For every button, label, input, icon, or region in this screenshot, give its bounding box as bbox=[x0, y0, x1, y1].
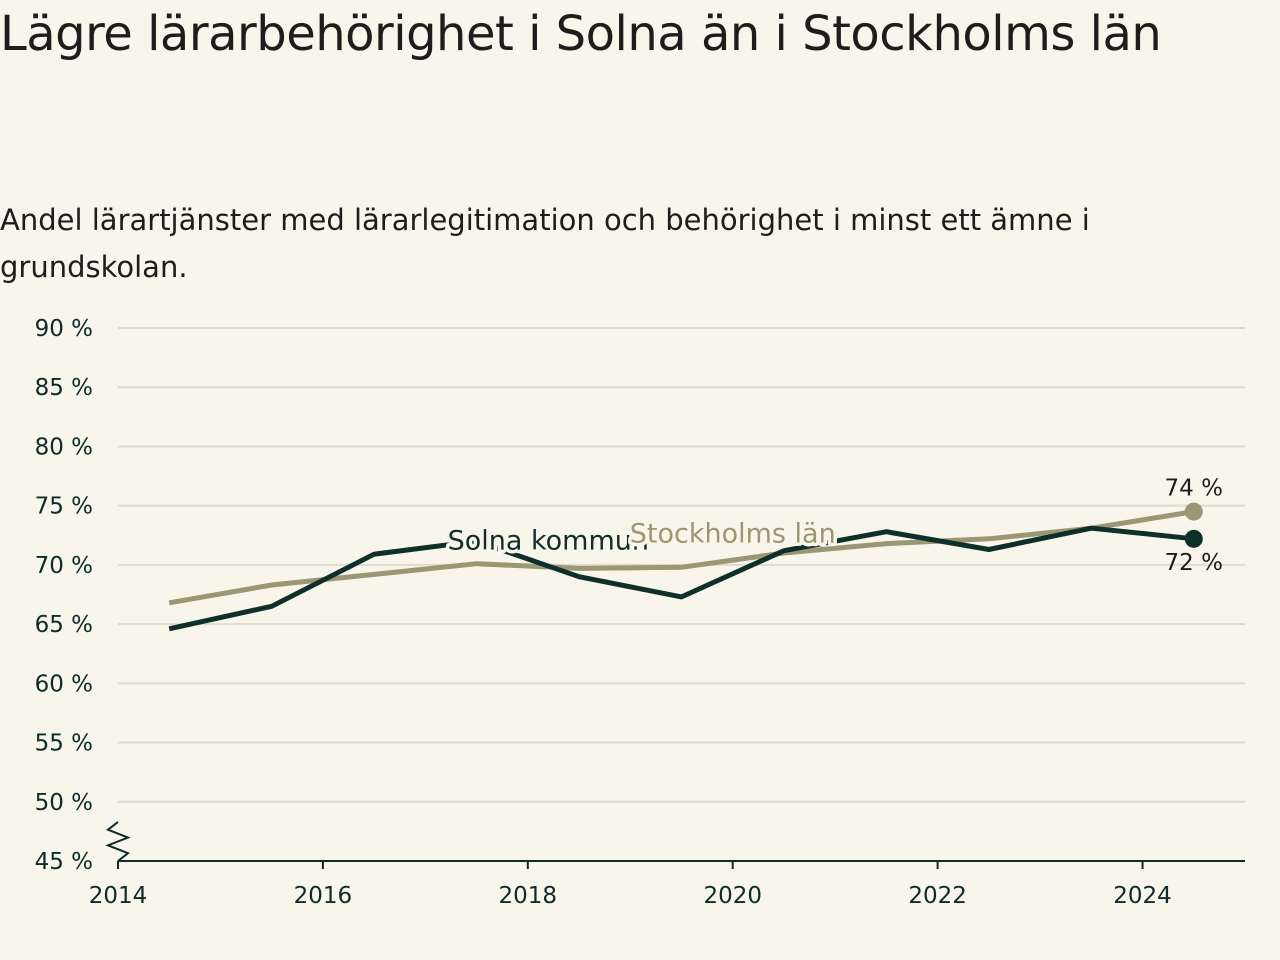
line-chart: 45 % 50 % 55 % 60 % 65 % 70 % 75 % 80 % 85 % 90 %… bbox=[35, 316, 1245, 909]
y-tick-label-65: 65 % bbox=[35, 612, 93, 638]
x-tick-label-2020: 2020 bbox=[703, 883, 762, 909]
y-tick-label-75: 75 % bbox=[35, 494, 93, 520]
x-tick-label-2018: 2018 bbox=[499, 883, 558, 909]
x-tick-label-2024: 2024 bbox=[1113, 883, 1172, 909]
y-tick-label-85: 85 % bbox=[35, 375, 93, 401]
y-tick-label-55: 55 % bbox=[35, 731, 93, 757]
axes: 45 % 50 % 55 % 60 % 65 % 70 % 75 % 80 % 85 % 90 %… bbox=[35, 316, 1245, 909]
x-tick-label-2022: 2022 bbox=[908, 883, 967, 909]
y-tick-label-50: 50 % bbox=[35, 790, 93, 816]
y-tick-label-60: 60 % bbox=[35, 671, 93, 697]
y-tick-label-80: 80 % bbox=[35, 434, 93, 460]
series-end-point-stockholms-l-n bbox=[1184, 502, 1203, 521]
chart-title: Lägre lärarbehörighet i Solna än i Stock… bbox=[0, 6, 1162, 62]
series-label-stockholms-l-n: Stockholms län bbox=[630, 518, 836, 549]
series-lines: 74 % 72 % bbox=[168, 476, 1223, 632]
chart-subtitle: Andel lärartjänster med lärarlegitimatio… bbox=[0, 203, 1090, 284]
x-tick-label-2016: 2016 bbox=[294, 883, 353, 909]
y-tick-label-70: 70 % bbox=[35, 553, 93, 579]
series-label-solna-kommun: Solna kommun bbox=[448, 525, 649, 556]
y-axis-break-icon bbox=[105, 821, 131, 862]
x-tick-label-2014: 2014 bbox=[89, 883, 148, 909]
series-line-solna-kommun bbox=[168, 525, 1195, 632]
series-end-label-stockholms-l-n: 74 % bbox=[1165, 476, 1223, 502]
series-line-stockholms-l-n bbox=[168, 509, 1195, 606]
series-end-point-solna-kommun bbox=[1184, 529, 1203, 548]
y-tick-label-45: 45 % bbox=[35, 849, 93, 875]
y-tick-label-90: 90 % bbox=[35, 316, 93, 342]
series-end-label-solna-kommun: 72 % bbox=[1165, 550, 1223, 576]
